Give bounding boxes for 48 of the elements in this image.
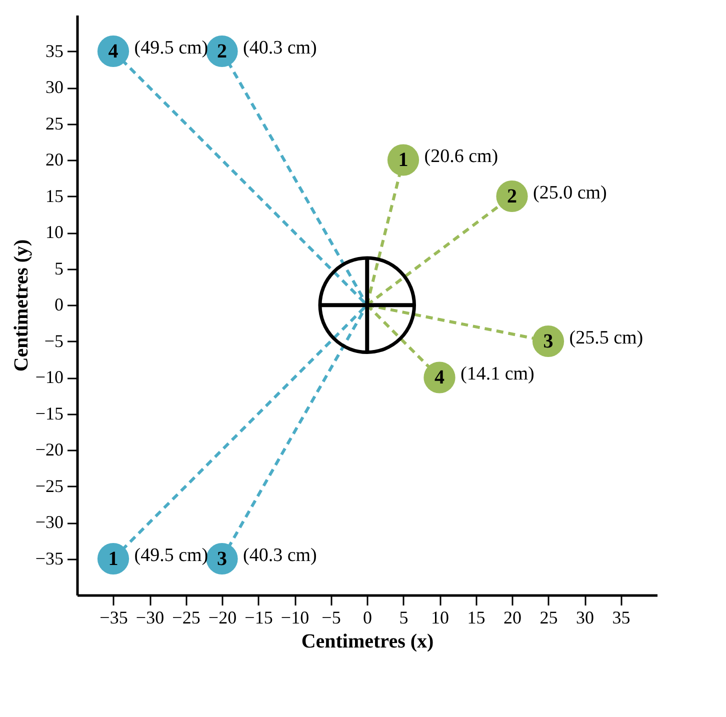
x-tick-label: 20: [504, 608, 522, 628]
annotation: (49.5 cm): [134, 37, 208, 58]
y-tick-label: 0: [54, 294, 64, 314]
y-tick-label: 10: [46, 222, 64, 242]
series-label: 2: [507, 185, 517, 208]
x-tick-label: −10: [280, 608, 310, 628]
y-tick-label: −30: [35, 512, 64, 532]
y-tick-label: 20: [46, 150, 64, 170]
x-tick-label: −15: [244, 608, 273, 628]
y-axis-title: Centimetres (y): [10, 239, 32, 372]
annotation: (40.3 cm): [243, 37, 317, 58]
x-axis-title: Centimetres (x): [301, 630, 434, 652]
annotation: (20.6 cm): [424, 146, 498, 167]
x-tick-label: 10: [431, 608, 449, 628]
annotation: (25.5 cm): [569, 327, 644, 348]
x-tick-label: 30: [576, 608, 594, 628]
series-label: 2: [217, 40, 227, 62]
x-tick-label: −5: [322, 608, 341, 628]
x-tick-label: −20: [208, 608, 237, 628]
series-label: 3: [543, 330, 554, 352]
x-tick-label: 15: [467, 608, 486, 628]
y-tick-label: −10: [35, 367, 64, 387]
series-label: 4: [108, 40, 118, 62]
y-tick-label: −5: [44, 330, 64, 351]
y-tick-label: −20: [35, 440, 64, 460]
annotation: (40.3 cm): [243, 544, 317, 566]
x-tick-label: 35: [612, 608, 630, 628]
y-tick-label: 25: [46, 113, 64, 134]
y-tick-label: −35: [35, 548, 64, 568]
y-tick-label: 30: [46, 77, 64, 97]
annotation: (14.1 cm): [460, 364, 534, 384]
y-tick-label: −25: [35, 476, 64, 496]
x-tick-label: 5: [399, 608, 408, 628]
y-tick-label: 15: [46, 186, 64, 206]
series-label: 1: [398, 149, 408, 171]
annotation: (25.0 cm): [533, 182, 607, 204]
y-tick-label: 5: [54, 258, 64, 278]
y-tick-label: 35: [46, 40, 64, 61]
x-tick-label: 25: [540, 608, 558, 628]
annotation: (49.5 cm): [134, 544, 208, 566]
x-tick-label: −25: [172, 608, 200, 628]
series-label: 4: [434, 366, 444, 388]
series-label: 1: [108, 548, 118, 570]
x-tick-label: −35: [100, 608, 128, 628]
x-tick-label: 0: [363, 608, 372, 628]
series-label: 3: [217, 548, 227, 570]
x-tick-label: −30: [136, 608, 164, 628]
y-tick-label: −15: [35, 403, 64, 424]
